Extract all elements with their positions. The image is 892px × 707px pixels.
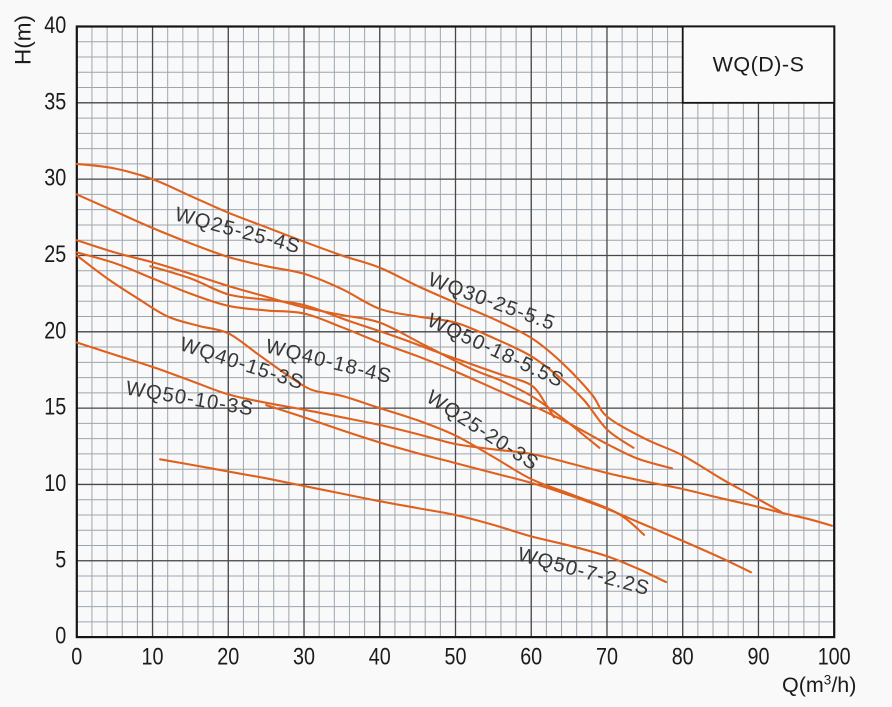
svg-text:30: 30: [44, 165, 66, 192]
svg-text:10: 10: [142, 643, 164, 670]
svg-text:25: 25: [44, 241, 66, 268]
svg-text:0: 0: [55, 623, 66, 650]
svg-text:10: 10: [44, 470, 66, 497]
svg-text:Q(m3/h): Q(m3/h): [782, 673, 856, 698]
svg-text:100: 100: [818, 643, 851, 670]
svg-text:5: 5: [55, 546, 66, 573]
svg-text:40: 40: [369, 643, 391, 670]
svg-text:35: 35: [44, 88, 66, 115]
svg-text:0: 0: [71, 643, 82, 670]
svg-text:60: 60: [520, 643, 542, 670]
svg-text:15: 15: [44, 394, 66, 421]
svg-text:90: 90: [748, 643, 770, 670]
svg-text:H(m): H(m): [11, 15, 36, 65]
svg-text:20: 20: [217, 643, 239, 670]
svg-text:80: 80: [672, 643, 694, 670]
svg-text:70: 70: [596, 643, 618, 670]
svg-text:40: 40: [44, 12, 66, 39]
svg-text:30: 30: [293, 643, 315, 670]
svg-text:50: 50: [445, 643, 467, 670]
svg-text:WQ(D)-S: WQ(D)-S: [713, 53, 805, 77]
svg-text:20: 20: [44, 317, 66, 344]
